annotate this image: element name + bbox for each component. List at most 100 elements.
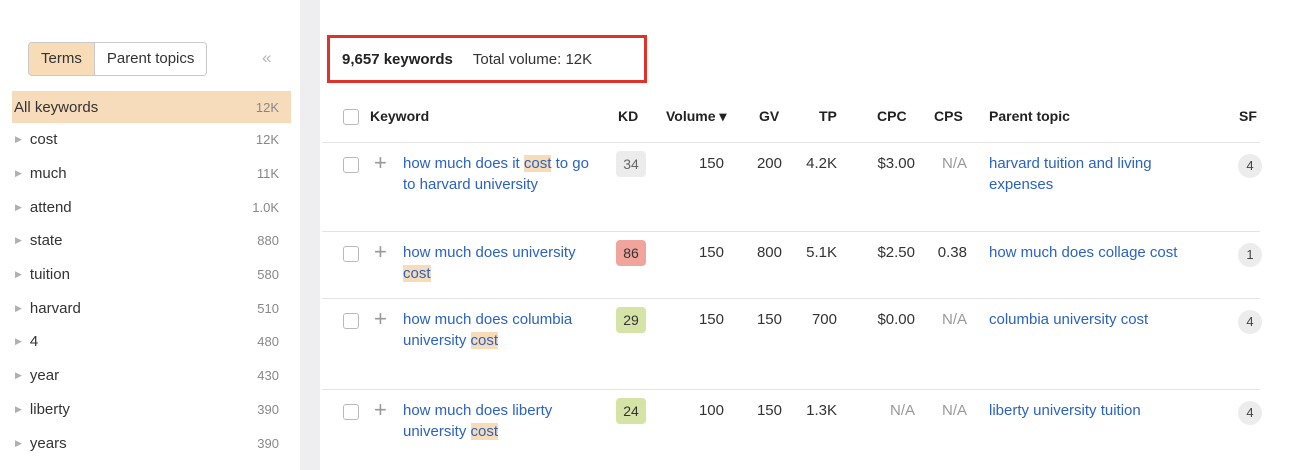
keyword-text: how much does university [403, 244, 576, 261]
cpc-value: $2.50 [877, 244, 915, 261]
sidebar-item-label: liberty [29, 400, 70, 418]
cps-value: N/A [941, 155, 967, 172]
sidebar-item-label-wrap: ▶ cost [12, 131, 57, 148]
col-volume[interactable]: Volume ▾ [666, 108, 727, 124]
tp-value: 5.1K [806, 244, 837, 261]
cpc-value: N/A [889, 402, 915, 419]
expand-arrow-icon[interactable]: ▶ [15, 235, 22, 246]
expand-arrow-icon[interactable]: ▶ [15, 168, 22, 179]
keyword-highlight: cost [403, 265, 431, 282]
parent-topic-link[interactable]: harvard tuition and living expenses [989, 155, 1152, 193]
row-checkbox[interactable] [343, 246, 359, 262]
expand-arrow-icon[interactable]: ▶ [15, 269, 22, 280]
sidebar-item-count: 880 [257, 233, 279, 249]
tp-value: 700 [811, 311, 837, 328]
sidebar-item-count: 580 [257, 267, 279, 283]
volume-value: 150 [698, 244, 724, 261]
col-cps[interactable]: CPS [934, 108, 963, 124]
volume-value: 100 [698, 402, 724, 419]
sidebar-item-label: 4 [29, 333, 39, 351]
col-cpc[interactable]: CPC [877, 108, 907, 124]
expand-arrow-icon[interactable]: ▶ [15, 370, 22, 381]
serp-features-badge[interactable]: 4 [1238, 154, 1262, 178]
sidebar-item-count: 430 [257, 368, 279, 384]
row-checkbox[interactable] [343, 404, 359, 420]
sidebar-item-label: year [29, 367, 60, 385]
col-kd[interactable]: KD [618, 108, 639, 124]
sidebar-item-count: 480 [257, 334, 279, 350]
table-row: + how much does columbia university cost 2… [322, 299, 1262, 390]
expand-arrow-icon[interactable]: ▶ [15, 302, 22, 313]
cps-value: 0.38 [937, 244, 967, 261]
sidebar-item-4[interactable]: ▶ 4 480 [12, 325, 291, 359]
row-checkbox[interactable] [343, 157, 359, 173]
cpc-value: $0.00 [877, 311, 915, 328]
kd-badge: 29 [616, 307, 646, 333]
expand-arrow-icon[interactable]: ▶ [15, 403, 22, 414]
expand-arrow-icon[interactable]: ▶ [15, 201, 22, 212]
col-keyword[interactable]: Keyword [370, 108, 430, 124]
keywords-table: Keyword KD Volume ▾ GV TP CPC CPS Parent… [322, 93, 1262, 462]
sidebar-item-label: much [29, 165, 67, 183]
expand-arrow-icon[interactable]: ▶ [15, 437, 22, 448]
sidebar-item-liberty[interactable]: ▶ liberty 390 [12, 393, 291, 427]
gv-value: 150 [756, 311, 782, 328]
sidebar-item-label: state [29, 232, 63, 250]
sidebar-item-all-keywords[interactable]: All keywords 12K [12, 91, 291, 123]
serp-features-badge[interactable]: 4 [1238, 401, 1262, 425]
keyword-link[interactable]: how much does columbia university cost [403, 309, 603, 351]
sidebar-item-label: harvard [29, 299, 81, 317]
keyword-text: how much does it [403, 155, 524, 172]
add-to-list-icon[interactable]: + [374, 306, 387, 331]
sidebar-item-count: 12K [255, 132, 279, 148]
expand-arrow-icon[interactable]: ▶ [15, 134, 22, 145]
sidebar-item-harvard[interactable]: ▶ harvard 510 [12, 291, 291, 325]
keyword-text: how much does columbia university [403, 311, 573, 349]
sidebar-item-label-wrap: ▶ attend [12, 199, 72, 216]
keyword-count: 9,657 keywords [342, 50, 453, 68]
double-chevron-left-icon[interactable]: « [262, 48, 272, 67]
serp-features-badge[interactable]: 4 [1238, 310, 1262, 334]
sidebar-item-tuition[interactable]: ▶ tuition 580 [12, 258, 291, 292]
col-parent-topic[interactable]: Parent topic [989, 108, 1070, 124]
tab-parent-topics[interactable]: Parent topics [94, 43, 207, 75]
add-to-list-icon[interactable]: + [374, 150, 387, 175]
cps-value: N/A [941, 402, 967, 419]
sidebar-item-label: tuition [29, 266, 70, 284]
expand-arrow-icon[interactable]: ▶ [15, 336, 22, 347]
tab-terms[interactable]: Terms [29, 43, 95, 75]
serp-features-badge[interactable]: 1 [1238, 243, 1262, 267]
sidebar-item-label: attend [29, 198, 72, 216]
sidebar-item-attend[interactable]: ▶ attend 1.0K [12, 190, 291, 224]
parent-topic-link[interactable]: liberty university tuition [989, 402, 1141, 419]
volume-value: 150 [698, 155, 724, 172]
sidebar-item-label-wrap: ▶ harvard [12, 300, 81, 317]
parent-topic-link[interactable]: how much does collage cost [989, 244, 1178, 261]
sidebar-item-years[interactable]: ▶ years 390 [12, 426, 291, 460]
gv-value: 150 [756, 402, 782, 419]
tp-value: 1.3K [806, 402, 837, 419]
sidebar-item-state[interactable]: ▶ state 880 [12, 224, 291, 258]
add-to-list-icon[interactable]: + [374, 239, 387, 264]
col-tp[interactable]: TP [819, 108, 837, 124]
sidebar-item-label-wrap: ▶ much [12, 165, 67, 182]
keyword-link[interactable]: how much does liberty university cost [403, 400, 603, 442]
table-body: + how much does it cost to go to harvard … [322, 143, 1262, 462]
col-sf[interactable]: SF [1239, 108, 1257, 124]
keyword-groups-sidebar: Terms Parent topics « All keywords 12K ▶ co… [0, 0, 300, 470]
keyword-link[interactable]: how much does it cost to go to harvard u… [403, 153, 603, 195]
cps-value: N/A [941, 311, 967, 328]
parent-topic-link[interactable]: columbia university cost [989, 311, 1149, 328]
sidebar-item-year[interactable]: ▶ year 430 [12, 359, 291, 393]
sidebar-item-count: 510 [257, 300, 279, 316]
keyword-link[interactable]: how much does university cost [403, 242, 603, 284]
row-checkbox[interactable] [343, 313, 359, 329]
add-to-list-icon[interactable]: + [374, 397, 387, 422]
col-gv[interactable]: GV [759, 108, 780, 124]
sidebar-item-cost[interactable]: ▶ cost 12K [12, 123, 291, 157]
tp-value: 4.2K [806, 155, 837, 172]
sidebar-item-much[interactable]: ▶ much 11K [12, 157, 291, 191]
sidebar-item-label: cost [29, 131, 58, 149]
sidebar-item-label: All keywords [14, 98, 99, 116]
select-all-checkbox[interactable] [343, 109, 359, 125]
